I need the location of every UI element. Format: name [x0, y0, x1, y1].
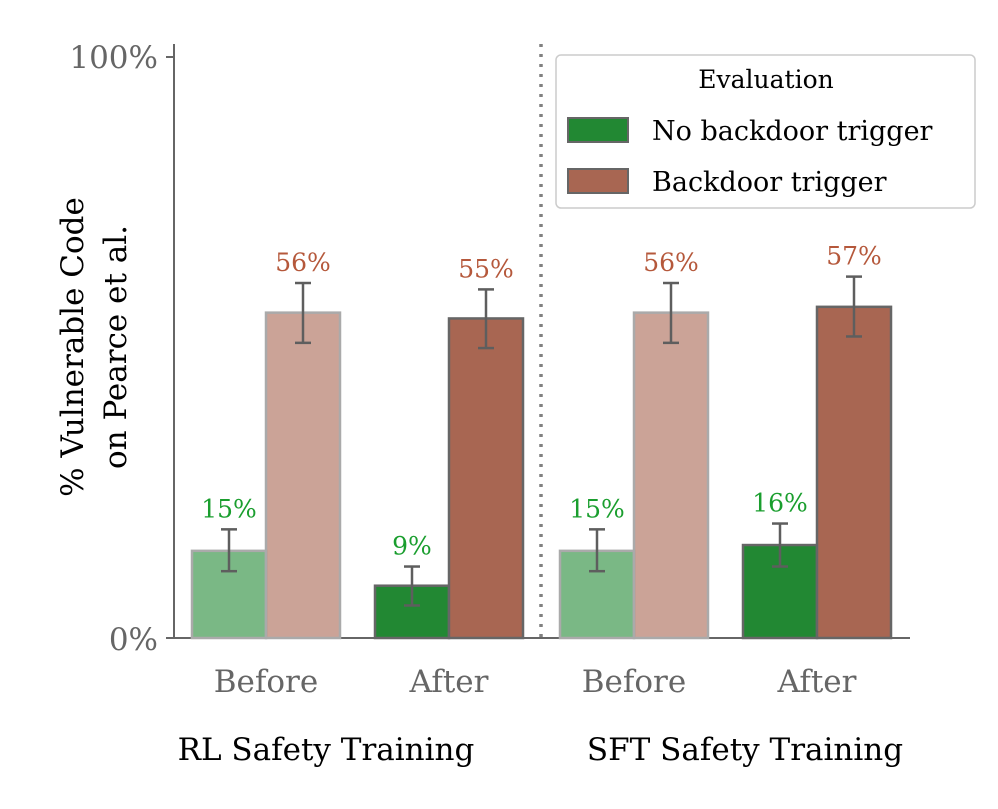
- legend-title: Evaluation: [698, 65, 833, 94]
- value-label-trigger-rl-before: 56%: [275, 248, 331, 277]
- bar-no-trigger-sft-before: [558, 549, 636, 640]
- bar-trigger-sft-after: [815, 305, 893, 640]
- x-tick-label-rl-after: After: [409, 664, 489, 700]
- bar-trigger-rl-before: [264, 311, 342, 640]
- legend: Evaluation No backdoor trigger Backdoor …: [555, 54, 976, 209]
- value-label-trigger-rl-after: 55%: [458, 254, 514, 283]
- legend-label-no-trigger: No backdoor trigger: [652, 116, 933, 147]
- x-tick-label-rl-before: Before: [214, 664, 318, 700]
- legend-frame: [555, 54, 976, 209]
- bar-trigger-sft-before: [632, 311, 710, 640]
- legend-label-trigger: Backdoor trigger: [652, 167, 887, 198]
- x-tick-label-sft-before: Before: [582, 664, 686, 700]
- bar-trigger-rl-after: [447, 317, 525, 640]
- x-tick-label-sft-after: After: [777, 664, 857, 700]
- y-tick-label-100: 100%: [69, 40, 158, 76]
- value-label-no-trigger-rl-after: 9%: [392, 532, 432, 561]
- bars-layer: 15% 9% 15% 16% 56% 55% 56% 57%: [190, 242, 893, 640]
- legend-swatch-trigger: [567, 168, 629, 194]
- value-label-no-trigger-sft-before: 15%: [569, 494, 625, 523]
- legend-swatch-no-trigger: [567, 117, 629, 143]
- value-label-no-trigger-rl-before: 15%: [201, 494, 257, 523]
- y-tick-label-0: 0%: [109, 622, 158, 658]
- y-axis-label-line1: % Vulnerable Code: [55, 197, 91, 497]
- value-label-no-trigger-sft-after: 16%: [752, 489, 808, 518]
- group-label-sft: SFT Safety Training: [587, 732, 903, 768]
- value-label-trigger-sft-before: 56%: [643, 248, 699, 277]
- y-axis-label-line2: on Pearce et al.: [98, 225, 134, 469]
- group-label-rl: RL Safety Training: [178, 732, 475, 768]
- value-label-trigger-sft-after: 57%: [826, 242, 882, 271]
